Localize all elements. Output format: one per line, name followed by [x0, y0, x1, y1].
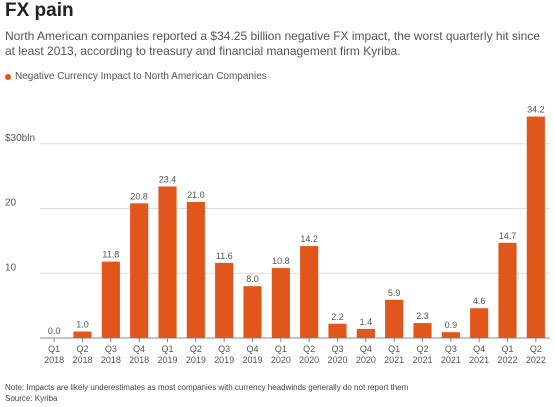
data-label: 8.0: [246, 274, 259, 284]
x-tick-label-year: 2022: [497, 355, 517, 365]
bar: [271, 268, 290, 338]
bar: [328, 323, 347, 338]
data-label: 2.3: [416, 311, 429, 321]
x-tick-label-quarter: Q3: [218, 344, 230, 354]
x-tick-label-year: 2020: [299, 355, 319, 365]
x-tick-label-year: 2021: [384, 355, 404, 365]
chart-source: Source: Kyriba: [5, 394, 58, 403]
y-tick-label: $30bln: [5, 133, 35, 144]
x-tick-label-quarter: Q2: [190, 344, 202, 354]
legend-dot: [5, 73, 11, 80]
x-tick-label-quarter: Q1: [275, 344, 287, 354]
bar: [441, 332, 460, 338]
bar: [186, 202, 205, 338]
data-label: 4.6: [473, 296, 486, 306]
x-tick-label-year: 2018: [101, 355, 121, 365]
x-tick-label-quarter: Q4: [133, 344, 145, 354]
data-label: 11.6: [216, 251, 233, 261]
x-tick-label-quarter: Q2: [530, 344, 542, 354]
x-tick-label-year: 2018: [72, 355, 92, 365]
x-tick-label-year: 2019: [157, 355, 177, 365]
x-tick-label-year: 2018: [129, 355, 149, 365]
x-tick-label-quarter: Q4: [360, 344, 372, 354]
bar: [101, 261, 120, 338]
x-tick-label-quarter: Q4: [473, 344, 485, 354]
x-tick-label-year: 2022: [526, 355, 546, 365]
x-tick-label-quarter: Q1: [161, 344, 173, 354]
data-label: 5.9: [388, 288, 401, 298]
legend-label: Negative Currency Impact to North Americ…: [15, 71, 267, 82]
x-tick-label-year: 2020: [356, 355, 376, 365]
data-label: 14.2: [300, 234, 318, 244]
data-label: 1.0: [76, 320, 89, 330]
bar: [385, 299, 404, 338]
x-tick-label-quarter: Q1: [501, 344, 513, 354]
bar: [470, 308, 489, 338]
x-tick-label-year: 2020: [271, 355, 291, 365]
bar: [526, 116, 545, 339]
x-tick-label-year: 2020: [327, 355, 347, 365]
x-tick-label-quarter: Q1: [48, 344, 60, 354]
bar: [300, 246, 319, 338]
data-label: 34.2: [527, 105, 545, 115]
bar: [413, 323, 432, 338]
legend: Negative Currency Impact to North Americ…: [5, 71, 267, 82]
x-tick-label-year: 2021: [469, 355, 489, 365]
x-tick-label-year: 2019: [186, 355, 206, 365]
data-label: 0.0: [48, 326, 61, 336]
bar: [243, 286, 262, 338]
x-tick-label-quarter: Q2: [76, 344, 88, 354]
data-label: 14.7: [499, 231, 517, 241]
x-tick-label-quarter: Q4: [246, 344, 258, 354]
x-tick-label-quarter: Q1: [388, 344, 400, 354]
data-label: 1.4: [360, 317, 373, 327]
data-label: 23.4: [159, 174, 177, 184]
bar: [498, 242, 517, 338]
bar: [356, 328, 375, 338]
y-tick-label: 20: [5, 198, 17, 209]
x-tick-label-year: 2019: [214, 355, 234, 365]
data-label: 2.2: [331, 312, 344, 322]
bar: [130, 203, 149, 338]
y-tick-label: 10: [5, 262, 17, 273]
x-tick-label-year: 2019: [242, 355, 262, 365]
chart-note: Note: Impacts are likely underestimates …: [5, 383, 409, 392]
x-tick-label-quarter: Q3: [445, 344, 457, 354]
x-tick-label-quarter: Q3: [331, 344, 343, 354]
bar: [158, 186, 177, 338]
x-tick-label-quarter: Q2: [416, 344, 428, 354]
bar: [73, 331, 92, 338]
x-tick-label-year: 2021: [412, 355, 432, 365]
data-label: 10.8: [272, 256, 290, 266]
bar: [215, 262, 234, 338]
data-label: 20.8: [130, 191, 148, 201]
page-title: FX pain: [5, 0, 74, 21]
x-tick-label-year: 2021: [441, 355, 461, 365]
x-tick-label-quarter: Q2: [303, 344, 315, 354]
page-subtitle: North American companies reported a $34.…: [5, 29, 540, 58]
x-tick-label-quarter: Q3: [105, 344, 117, 354]
x-tick-label-year: 2018: [44, 355, 64, 365]
data-label: 0.9: [445, 320, 458, 330]
data-label: 11.8: [102, 250, 119, 260]
data-label: 21.0: [187, 190, 205, 200]
